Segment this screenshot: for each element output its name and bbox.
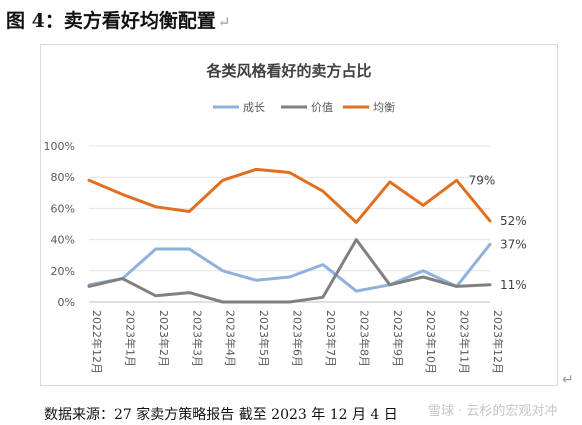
paragraph-mark-icon: ↵ bbox=[217, 13, 231, 31]
data-point bbox=[488, 219, 492, 223]
data-point bbox=[355, 221, 358, 224]
data-point bbox=[221, 300, 224, 304]
y-tick-label: 100% bbox=[44, 140, 75, 153]
data-point bbox=[87, 179, 91, 182]
x-tick-label: 2023年11月 bbox=[458, 310, 472, 374]
data-point bbox=[321, 296, 325, 299]
legend: 成长 价值 均衡 bbox=[213, 101, 395, 114]
data-labels: 79% 52% 37% 11% bbox=[469, 173, 527, 292]
x-tick-label: 2023年5月 bbox=[257, 310, 271, 367]
data-label-0: 79% bbox=[469, 173, 496, 187]
data-point bbox=[321, 263, 325, 266]
chart-title: 各类风格看好的卖方占比 bbox=[205, 62, 371, 80]
x-tick-label: 2023年1月 bbox=[123, 310, 137, 367]
y-tick-label: 80% bbox=[51, 171, 75, 184]
figure-title: 图 4：卖方看好均衡配置 ↵ bbox=[6, 6, 230, 33]
x-tick-label: 2023年7月 bbox=[324, 310, 338, 367]
x-tick-label: 2023年9月 bbox=[391, 310, 405, 367]
data-label-3: 11% bbox=[500, 278, 527, 292]
y-tick-label: 0% bbox=[58, 296, 75, 309]
chart-frame: 各类风格看好的卖方占比 成长 价值 均衡 0% 20% 40% 60% 80% 100% 20… bbox=[40, 44, 558, 386]
legend-label-2: 均衡 bbox=[373, 101, 395, 114]
data-point bbox=[388, 180, 391, 184]
data-point bbox=[154, 294, 158, 297]
x-tick-label: 2023年3月 bbox=[190, 310, 204, 367]
figure-title-text: 图 4：卖方看好均衡配置 bbox=[6, 10, 216, 32]
data-point bbox=[221, 179, 224, 182]
data-point bbox=[188, 291, 191, 294]
data-point bbox=[87, 285, 91, 288]
data-point bbox=[455, 179, 458, 182]
data-point bbox=[154, 205, 158, 209]
x-tick-label: 2023年10月 bbox=[424, 310, 438, 374]
series-line-0 bbox=[87, 242, 492, 293]
watermark: 雪球 · 云杉的宏观对冲 bbox=[428, 404, 558, 419]
data-point bbox=[221, 269, 224, 272]
data-label-1: 52% bbox=[500, 214, 527, 228]
data-point bbox=[288, 171, 291, 174]
data-point bbox=[288, 275, 291, 279]
grid bbox=[89, 145, 490, 303]
data-point bbox=[321, 190, 325, 193]
data-point bbox=[355, 238, 358, 241]
x-tick-label: 2023年8月 bbox=[357, 310, 371, 367]
x-tick-label: 2022年12月 bbox=[90, 310, 104, 374]
legend-label-0: 成长 bbox=[243, 101, 265, 114]
x-tick-label: 2023年6月 bbox=[291, 310, 305, 367]
series-lines bbox=[87, 167, 492, 304]
data-point bbox=[254, 168, 258, 171]
x-tick-label: 2023年2月 bbox=[157, 310, 171, 367]
data-point bbox=[388, 283, 391, 287]
data-point bbox=[421, 275, 425, 279]
x-axis: 2022年12月 2023年1月 2023年2月 2023年3月 2023年4月 2023… bbox=[90, 310, 505, 374]
data-point bbox=[121, 277, 124, 280]
data-label-2: 37% bbox=[500, 237, 527, 251]
data-point bbox=[488, 283, 492, 287]
y-tick-label: 20% bbox=[51, 265, 75, 278]
x-tick-label: 2023年4月 bbox=[224, 310, 238, 367]
data-point bbox=[455, 285, 458, 288]
data-point bbox=[188, 247, 191, 251]
y-tick-label: 60% bbox=[51, 202, 75, 215]
data-point bbox=[288, 300, 291, 304]
data-point bbox=[254, 278, 258, 282]
data-point bbox=[355, 289, 358, 293]
data-point bbox=[188, 210, 191, 213]
data-point bbox=[254, 300, 258, 304]
legend-label-1: 价值 bbox=[311, 101, 333, 114]
x-tick-label: 2023年12月 bbox=[491, 310, 505, 374]
source-note: 数据来源：27 家卖方策略报告 截至 2023 年 12 月 4 日 bbox=[44, 407, 398, 423]
line-chart: 各类风格看好的卖方占比 成长 价值 均衡 0% 20% 40% 60% 80% 100% 20… bbox=[44, 62, 527, 374]
data-point bbox=[421, 269, 425, 272]
data-point bbox=[488, 243, 492, 246]
paragraph-mark-icon: ↵ bbox=[562, 373, 574, 388]
data-point bbox=[121, 193, 124, 196]
data-point bbox=[421, 204, 425, 207]
y-tick-label: 40% bbox=[51, 234, 75, 247]
y-axis: 0% 20% 40% 60% 80% 100% bbox=[44, 140, 75, 309]
data-point bbox=[154, 247, 158, 251]
